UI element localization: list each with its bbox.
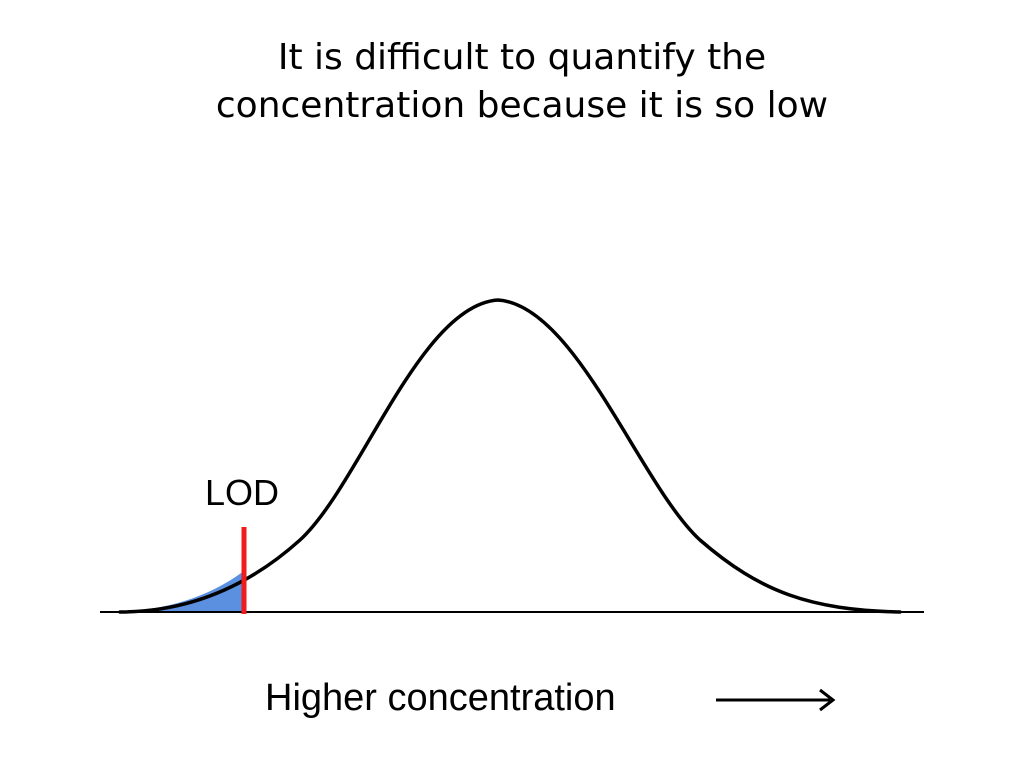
title-line-1: It is difficult to quantify the [277, 37, 767, 78]
bell-curve [118, 298, 902, 614]
axis-label: Higher concentration [265, 677, 616, 719]
slide-title: It is difficult to quantify the concentr… [112, 34, 932, 130]
shaded-tail-region [120, 571, 244, 612]
right-arrow-icon [716, 688, 836, 712]
title-line-2: concentration because it is so low [215, 85, 829, 126]
lod-label: LOD [205, 472, 280, 513]
